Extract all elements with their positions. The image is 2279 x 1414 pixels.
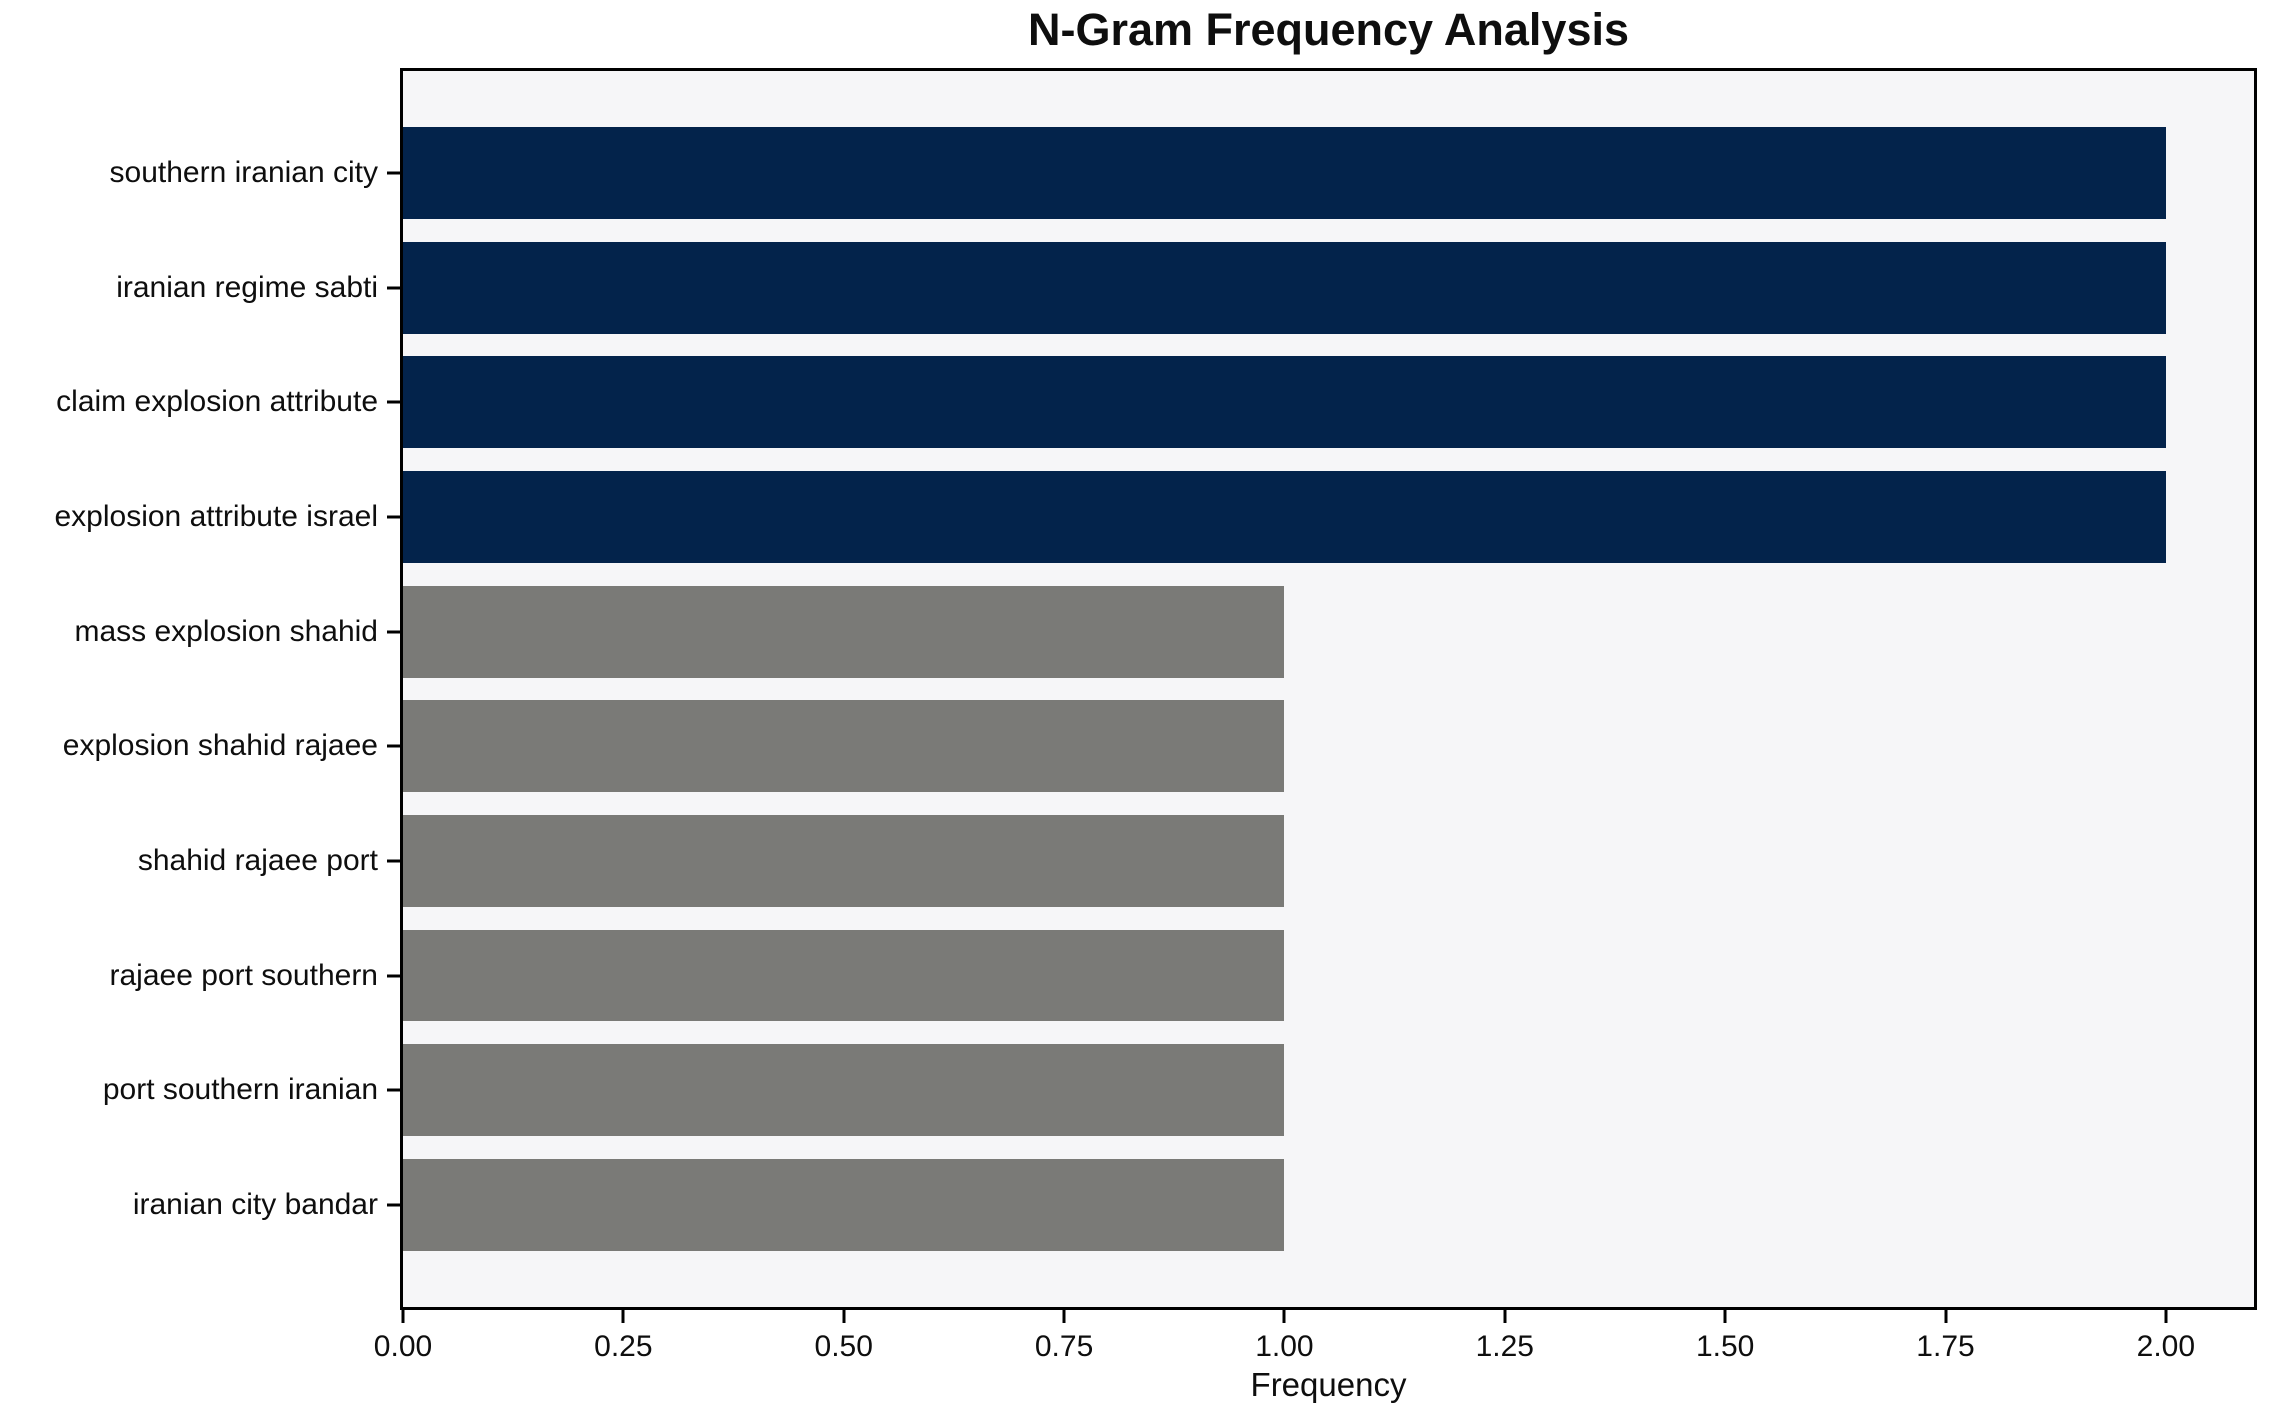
x-tick-mark: [401, 1310, 405, 1323]
bar: [403, 471, 2166, 563]
y-tick-mark: [387, 286, 400, 290]
bar: [403, 356, 2166, 449]
y-axis-label: explosion attribute israel: [54, 500, 378, 533]
x-tick-mark: [2164, 1310, 2168, 1323]
y-tick-mark: [387, 630, 400, 634]
y-axis-label: explosion shahid rajaee: [62, 729, 378, 763]
y-tick-mark: [387, 515, 400, 519]
y-axis-label: iranian city bandar: [132, 1187, 378, 1221]
x-tick-label: 1.50: [1695, 1330, 1755, 1363]
x-tick-label: 1.00: [1255, 1330, 1314, 1363]
y-tick-mark: [387, 1203, 400, 1207]
y-tick-mark: [387, 744, 400, 748]
bar: [403, 815, 1285, 907]
x-tick-mark: [1723, 1310, 1727, 1323]
y-axis-label: claim explosion attribute: [56, 385, 378, 419]
y-axis-label: southern iranian city: [109, 156, 378, 190]
y-tick-mark: [387, 400, 400, 404]
y-axis-label: port southern iranian: [102, 1073, 378, 1107]
y-axis-label: rajaee port southern: [109, 958, 378, 992]
y-tick-mark: [387, 171, 400, 175]
x-tick-mark: [1062, 1310, 1066, 1323]
x-tick-label: 0.25: [594, 1330, 653, 1363]
bar: [403, 585, 1285, 678]
x-tick-mark: [1944, 1310, 1947, 1323]
bar: [403, 241, 2166, 334]
y-tick-mark: [387, 1088, 400, 1092]
bar: [403, 127, 2166, 219]
x-tick-mark: [1282, 1310, 1286, 1323]
x-tick-label: 0.00: [373, 1330, 433, 1363]
x-tick-mark: [1503, 1310, 1507, 1323]
x-axis-title: Frequency: [1250, 1366, 1407, 1403]
x-tick-label: 0.50: [814, 1330, 873, 1363]
bar: [403, 1044, 1285, 1137]
y-axis-label: shahid rajaee port: [137, 843, 378, 877]
x-tick-mark: [842, 1310, 846, 1323]
y-axis-label: iranian regime sabti: [116, 270, 378, 304]
y-tick-mark: [387, 859, 400, 863]
x-tick-label: 2.00: [2136, 1330, 2196, 1363]
x-tick-label: 1.25: [1475, 1330, 1534, 1363]
bar: [403, 929, 1285, 1022]
bar: [403, 1159, 1285, 1251]
bar: [403, 700, 1285, 793]
y-tick-mark: [387, 974, 400, 978]
x-tick-label: 0.75: [1034, 1330, 1094, 1363]
x-tick-mark: [621, 1310, 625, 1323]
y-axis-label: mass explosion shahid: [74, 614, 378, 648]
plot-area: [400, 68, 2257, 1310]
x-tick-label: 1.75: [1916, 1330, 1975, 1363]
chart-title: N-Gram Frequency Analysis: [1027, 4, 1630, 55]
